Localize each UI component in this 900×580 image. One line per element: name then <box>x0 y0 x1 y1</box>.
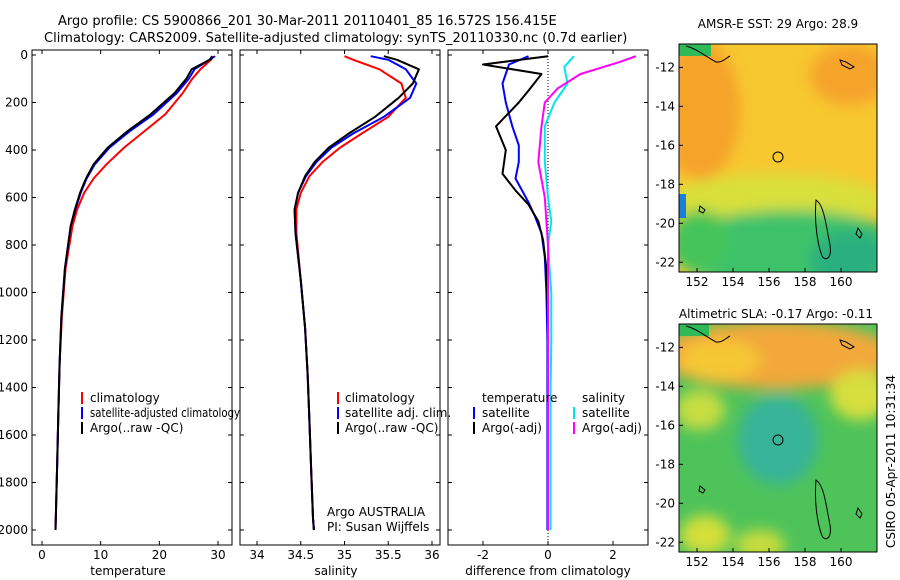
salinity-x-ticks: 34 34.5 35 35.5 36 <box>249 50 440 562</box>
depth-tick-label: 200 <box>5 96 28 110</box>
x-tick-label: 20 <box>152 548 167 562</box>
salinity-series <box>293 55 420 531</box>
temperature-x-ticks: 0 10 20 30 <box>38 50 226 562</box>
sla-map-axes <box>678 323 878 553</box>
depth-tick-label: 800 <box>5 238 28 252</box>
series-line-satellite-adjusted-climatology <box>54 55 216 531</box>
legend-label-climatology: climatology <box>345 391 415 405</box>
legend-label-argo: Argo(..raw -QC) <box>345 421 438 435</box>
depth-tick-label: 0 <box>20 48 28 62</box>
depth-tick-label: 2000 <box>0 523 28 537</box>
x-tick-label: 0 <box>38 548 46 562</box>
series-line-satellite-adj-clim- <box>293 55 418 531</box>
series-line-salinity-argo-adj- <box>537 55 637 530</box>
depth-tick-label: 1600 <box>0 428 28 442</box>
sst-map-title: AMSR-E SST: 29 Argo: 28.9 <box>698 17 858 31</box>
map-lat-label: -20 <box>655 216 675 230</box>
temperature-axes <box>31 49 233 546</box>
legend-header-salinity: salinity <box>582 391 625 405</box>
map-lat-label: -14 <box>655 99 675 113</box>
sla-map-title: Altimetric SLA: -0.17 Argo: -0.11 <box>679 307 873 321</box>
float-pi-annotation: PI: Susan Wijffels <box>327 520 429 534</box>
legend-header-temperature: temperature <box>482 391 557 405</box>
x-tick-label: 34 <box>249 548 264 562</box>
legend-label-temp-satellite: satellite <box>482 406 530 420</box>
map-lat-label: -22 <box>655 255 675 269</box>
depth-tick-label: 1800 <box>0 476 28 490</box>
salinity-legend: climatology satellite adj. clim. Argo(..… <box>327 391 451 534</box>
map-lon-label: 160 <box>830 275 853 289</box>
map-lon-label: 156 <box>758 275 781 289</box>
x-tick-label: 35.5 <box>375 548 402 562</box>
salinity-axes <box>239 49 441 546</box>
legend-label-argo: Argo(..raw -QC) <box>90 421 183 435</box>
map-lat-label: -22 <box>655 535 675 549</box>
csiro-timestamp: CSIRO 05-Apr-2011 10:31:34 <box>884 375 898 548</box>
legend-label-sal-argo: Argo(-adj) <box>582 421 642 435</box>
map-lon-label: 152 <box>686 275 709 289</box>
x-tick-label: 2 <box>609 548 617 562</box>
depth-tick-label: 1200 <box>0 333 28 347</box>
map-lat-label: -14 <box>655 379 675 393</box>
figure-title-line2: Climatology: CARS2009. Satellite-adjuste… <box>44 31 627 46</box>
map-lon-label: 158 <box>794 555 817 569</box>
figure-title-line1: Argo profile: CS 5900866_201 30-Mar-2011… <box>58 14 557 29</box>
x-tick-label: 0 <box>544 548 552 562</box>
sst-map-ticks: 152 154 156 158 160 -12 -14 -16 -18 -20 -22 <box>655 60 852 289</box>
sst-map-axes <box>678 43 878 273</box>
temperature-series <box>54 55 216 531</box>
map-lon-label: 156 <box>758 555 781 569</box>
map-lon-label: 160 <box>830 555 853 569</box>
map-lat-label: -12 <box>655 340 675 354</box>
depth-tick-label: 600 <box>5 191 28 205</box>
depth-axis-ticks: 0 200 400 600 800 1000 1200 1400 1600 1800 2000 <box>0 48 648 537</box>
x-tick-label: 10 <box>93 548 108 562</box>
difference-xlabel: difference from climatology <box>465 564 631 578</box>
x-tick-label: 35 <box>337 548 352 562</box>
legend-label-climatology: climatology <box>90 391 160 405</box>
temperature-xlabel: temperature <box>90 564 165 578</box>
legend-label-satellite-adjusted: satellite-adjusted climatology <box>90 406 240 420</box>
depth-tick-label: 400 <box>5 143 28 157</box>
sla-coastline <box>685 325 863 540</box>
series-line-temperature-argo-adj- <box>482 55 549 530</box>
sst-map-field <box>679 44 877 272</box>
depth-tick-label: 1000 <box>0 286 28 300</box>
series-line-argo-raw-qc- <box>54 55 213 531</box>
legend-label-sal-satellite: satellite <box>582 406 630 420</box>
x-tick-label: 34.5 <box>287 548 314 562</box>
x-tick-label: 36 <box>424 548 439 562</box>
map-lat-label: -20 <box>655 496 675 510</box>
map-lat-label: -18 <box>655 177 675 191</box>
map-lon-label: 154 <box>722 555 745 569</box>
sst-coastline <box>685 45 863 260</box>
float-owner-annotation: Argo AUSTRALIA <box>327 505 426 519</box>
map-lon-label: 158 <box>794 275 817 289</box>
map-lon-label: 152 <box>686 555 709 569</box>
difference-series <box>482 55 637 530</box>
legend-label-satellite-adj: satellite adj. clim. <box>345 406 451 420</box>
map-lat-label: -12 <box>655 60 675 74</box>
x-tick-label: 30 <box>210 548 225 562</box>
map-lon-label: 154 <box>722 275 745 289</box>
sla-argo-marker <box>772 434 784 446</box>
salinity-xlabel: salinity <box>314 564 357 578</box>
sst-argo-marker <box>772 151 784 163</box>
sla-map-ticks: 152 154 156 158 160 -12 -14 -16 -18 -20 -22 <box>655 340 852 569</box>
map-lat-label: -16 <box>655 418 675 432</box>
sla-map-field <box>679 324 877 552</box>
series-line-argo-raw-qc- <box>293 55 420 531</box>
difference-legend: temperature satellite Argo(-adj) salinit… <box>473 391 642 435</box>
legend-label-temp-argo: Argo(-adj) <box>482 421 542 435</box>
map-lat-label: -18 <box>655 457 675 471</box>
series-line-salinity-satellite <box>543 55 575 530</box>
temperature-legend: climatology satellite-adjusted climatolo… <box>81 391 240 435</box>
x-tick-label: -2 <box>477 548 489 562</box>
series-line-climatology <box>295 55 407 531</box>
map-lat-label: -16 <box>655 138 675 152</box>
depth-tick-label: 1400 <box>0 381 28 395</box>
